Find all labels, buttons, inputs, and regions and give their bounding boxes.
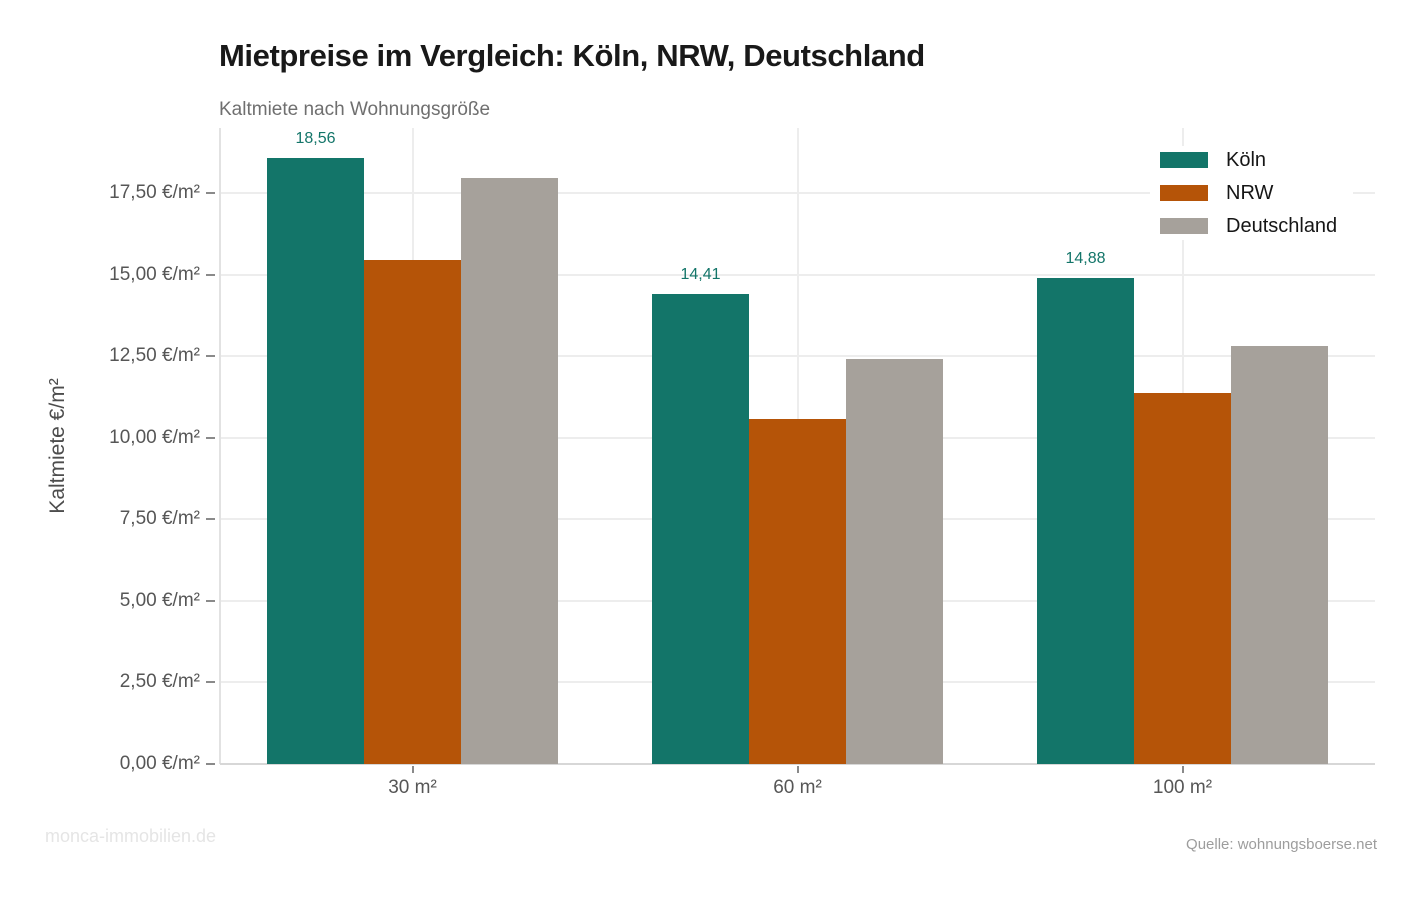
x-tick-mark <box>796 766 799 773</box>
x-tick-label: 60 m² <box>773 777 822 798</box>
y-tick-mark <box>206 436 215 439</box>
legend-item: Deutschland <box>1160 215 1338 237</box>
bar-deutschland-2 <box>1231 345 1328 764</box>
y-tick-mark <box>206 681 215 684</box>
x-tick-mark <box>411 766 414 773</box>
bar-value-label: 18,56 <box>295 130 336 148</box>
x-tick-label: 30 m² <box>388 777 437 798</box>
y-tick-label: 2,50 €/m² <box>119 671 200 693</box>
bar-deutschland-0 <box>461 177 558 764</box>
bar-nrw-0 <box>364 260 461 764</box>
x-axis-line <box>220 763 1375 765</box>
y-axis-line <box>219 128 221 764</box>
page-title: Mietpreise im Vergleich: Köln, NRW, Deut… <box>219 38 925 73</box>
y-tick-mark <box>206 763 215 765</box>
legend-item: Köln <box>1160 149 1337 171</box>
chart-subtitle: Kaltmiete nach Wohnungsgröße <box>219 99 491 120</box>
bar-value-label: 14,41 <box>680 265 721 283</box>
x-tick-mark <box>1181 766 1184 773</box>
watermark: monca-immobilien.de <box>45 826 217 846</box>
bar-deutschland-1 <box>846 358 943 764</box>
bar-köln-2 <box>1037 278 1134 764</box>
y-tick-mark <box>206 191 215 194</box>
legend-swatch <box>1160 185 1208 201</box>
bar-köln-1 <box>652 293 749 764</box>
bar-value-label: 14,88 <box>1065 250 1106 268</box>
legend-swatch <box>1160 152 1208 168</box>
legend: Köln NRW Deutschland <box>1150 146 1354 240</box>
source-credit: Quelle: wohnungsboerse.net <box>1186 836 1377 853</box>
y-tick-mark <box>206 518 215 521</box>
y-tick-label: 7,50 €/m² <box>119 508 200 530</box>
x-tick-label: 100 m² <box>1152 777 1213 798</box>
bar-nrw-1 <box>749 418 846 764</box>
legend-label: Deutschland <box>1226 215 1338 237</box>
legend-label: Köln <box>1226 149 1267 171</box>
legend-label: NRW <box>1226 182 1274 204</box>
y-tick-label: 10,00 €/m² <box>109 426 200 448</box>
y-tick-label: 17,50 €/m² <box>109 181 200 203</box>
bar-köln-0 <box>267 158 364 764</box>
y-tick-label: 12,50 €/m² <box>109 345 200 367</box>
bar-nrw-2 <box>1134 393 1231 764</box>
legend-item: NRW <box>1160 182 1337 204</box>
legend-swatch <box>1160 218 1208 234</box>
y-tick-label: 15,00 €/m² <box>109 263 200 285</box>
y-tick-label: 5,00 €/m² <box>119 589 200 611</box>
y-tick-mark <box>206 273 215 276</box>
y-tick-label: 0,00 €/m² <box>119 753 200 774</box>
y-tick-mark <box>206 355 215 358</box>
y-tick-mark <box>206 599 215 602</box>
